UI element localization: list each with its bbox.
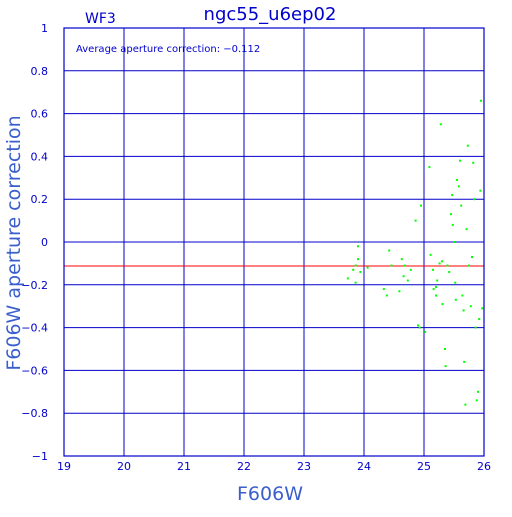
x-axis-label: F606W — [237, 483, 303, 505]
data-point — [446, 264, 449, 267]
data-point — [414, 219, 417, 222]
data-point — [403, 264, 406, 267]
data-point — [390, 264, 393, 267]
y-tick-label: −1 — [32, 450, 48, 463]
data-point — [346, 277, 349, 280]
data-point — [420, 204, 422, 207]
data-point — [469, 305, 472, 308]
y-tick-label: −0.6 — [21, 364, 48, 377]
data-point — [454, 281, 457, 284]
data-point — [429, 253, 432, 256]
y-tick-label: −0.8 — [21, 407, 48, 420]
chart-title: ngc55_u6ep02 — [204, 4, 337, 25]
data-point — [382, 288, 385, 291]
data-point — [366, 266, 369, 269]
data-point — [453, 241, 455, 243]
data-point — [428, 166, 431, 169]
y-tick-label: 0.6 — [31, 108, 49, 121]
data-point — [461, 294, 464, 297]
data-point — [480, 99, 482, 102]
data-point — [432, 288, 435, 291]
data-points — [346, 99, 484, 406]
chip-label: WF3 — [85, 11, 116, 27]
data-point — [424, 330, 427, 333]
data-point — [400, 258, 403, 261]
data-point — [432, 268, 434, 271]
x-tick-label: 19 — [57, 460, 71, 473]
data-point — [456, 178, 458, 181]
data-point — [473, 198, 476, 201]
data-point — [435, 285, 437, 288]
data-point — [464, 403, 467, 406]
x-tick-label: 23 — [297, 460, 311, 473]
data-point — [441, 260, 443, 263]
x-tick-labels: 19 20 21 22 23 24 25 26 — [57, 460, 491, 473]
x-tick-label: 21 — [177, 460, 191, 473]
data-point — [406, 279, 409, 282]
data-point — [402, 275, 405, 278]
data-point — [454, 298, 457, 301]
y-tick-label: 0 — [41, 236, 48, 249]
y-tick-label: 1 — [41, 22, 48, 35]
data-point — [418, 326, 421, 329]
data-point — [462, 309, 465, 312]
data-point — [417, 324, 419, 327]
data-point — [438, 262, 441, 265]
data-point — [474, 326, 477, 329]
y-tick-label: 0.2 — [31, 193, 49, 206]
x-tick-label: 24 — [357, 460, 371, 473]
data-point — [409, 268, 412, 271]
y-tick-label: −0.4 — [21, 322, 48, 335]
y-tick-label: 0.4 — [31, 150, 49, 163]
data-point — [444, 348, 446, 350]
average-correction-annotation: Average aperture correction: −0.112 — [76, 44, 260, 55]
data-point — [354, 264, 357, 267]
data-point — [477, 390, 479, 393]
data-point — [471, 255, 473, 258]
x-tick-label: 25 — [417, 460, 431, 473]
data-point — [357, 258, 359, 261]
data-point — [435, 294, 437, 297]
data-point — [352, 268, 355, 271]
y-tick-label: 0.8 — [31, 65, 49, 78]
data-point — [354, 281, 357, 284]
data-point — [436, 279, 439, 282]
data-point — [357, 245, 359, 248]
y-tick-label: −0.2 — [21, 279, 48, 292]
data-point — [439, 123, 442, 126]
data-point — [450, 213, 452, 216]
x-tick-label: 26 — [477, 460, 491, 473]
y-axis-label: F606W aperture correction — [3, 115, 25, 370]
data-point — [451, 223, 454, 226]
data-point — [479, 189, 482, 192]
data-point — [448, 270, 451, 273]
data-point — [459, 159, 461, 162]
plot-frame — [63, 27, 485, 457]
data-point — [388, 249, 391, 252]
x-tick-label: 22 — [237, 460, 251, 473]
data-point — [478, 318, 481, 321]
grid — [63, 27, 485, 457]
data-point — [472, 161, 475, 164]
data-point — [444, 365, 447, 368]
data-point — [460, 204, 463, 207]
data-point — [457, 185, 460, 188]
data-point — [451, 193, 454, 196]
data-point — [385, 294, 388, 297]
data-point — [441, 303, 444, 306]
data-point — [465, 228, 468, 231]
data-point — [398, 290, 401, 293]
data-point — [463, 360, 466, 363]
data-point — [475, 399, 478, 402]
x-tick-label: 20 — [117, 460, 131, 473]
data-point — [466, 144, 469, 147]
y-tick-labels: −1 −0.8 −0.6 −0.4 −0.2 0 0.2 0.4 0.6 0.8 1 — [21, 22, 48, 463]
data-point — [468, 264, 470, 267]
data-point — [481, 307, 484, 310]
data-point — [359, 270, 362, 273]
